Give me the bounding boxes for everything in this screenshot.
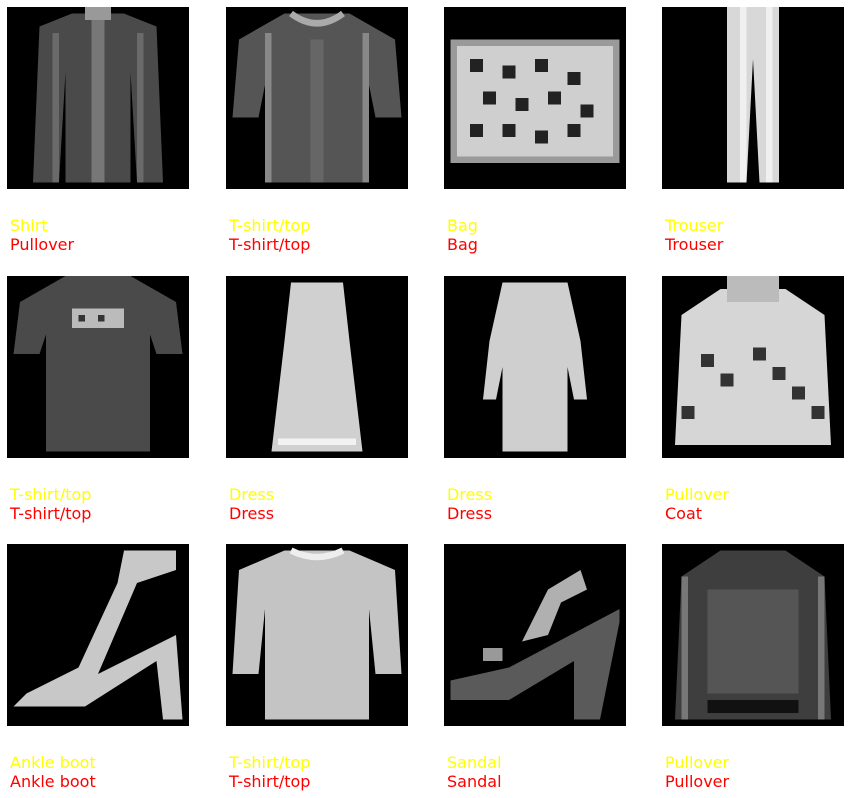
- true-label: Dress: [229, 485, 275, 504]
- predicted-label: Bag: [447, 235, 478, 254]
- true-label: Pullover: [665, 485, 730, 504]
- sample-card: Dress Dress: [226, 276, 408, 523]
- true-label: T-shirt/top: [229, 216, 311, 235]
- pullover-image: [662, 276, 844, 458]
- pullover-image: [662, 544, 844, 726]
- true-label: Bag: [447, 216, 478, 235]
- sample-card: T-shirt/top T-shirt/top: [226, 544, 408, 791]
- tshirt-image: [226, 7, 408, 189]
- sample-card: T-shirt/top T-shirt/top: [7, 276, 189, 523]
- true-label: Dress: [447, 485, 493, 504]
- tshirt-image: [7, 276, 189, 458]
- predicted-label: Dress: [447, 504, 493, 523]
- sample-card: Trouser Trouser: [662, 7, 844, 254]
- dress-image: [226, 276, 408, 458]
- sample-card: Pullover Coat: [662, 276, 844, 523]
- dress-image: [444, 276, 626, 458]
- true-label: T-shirt/top: [229, 753, 311, 772]
- sample-card: Pullover Pullover: [662, 544, 844, 791]
- ankle-boot-image: [7, 544, 189, 726]
- true-label: Trouser: [665, 216, 724, 235]
- predicted-label: Sandal: [447, 772, 502, 791]
- predicted-label: T-shirt/top: [229, 772, 311, 791]
- predicted-label: Pullover: [665, 772, 730, 791]
- true-label: Sandal: [447, 753, 502, 772]
- sample-card: Ankle boot Ankle boot: [7, 544, 189, 791]
- sample-card: Dress Dress: [444, 276, 626, 523]
- shirt-image: [7, 7, 189, 189]
- sample-card: T-shirt/top T-shirt/top: [226, 7, 408, 254]
- predicted-label: Ankle boot: [10, 772, 96, 791]
- true-label: Ankle boot: [10, 753, 96, 772]
- predicted-label: T-shirt/top: [10, 504, 92, 523]
- predicted-label: Pullover: [10, 235, 75, 254]
- predicted-label: Trouser: [665, 235, 724, 254]
- tshirt-image: [226, 544, 408, 726]
- true-label: T-shirt/top: [10, 485, 92, 504]
- sandal-image: [444, 544, 626, 726]
- sample-card: Shirt Pullover: [7, 7, 189, 254]
- true-label: Shirt: [10, 216, 48, 235]
- bag-image: [444, 7, 626, 189]
- predicted-label: Coat: [665, 504, 703, 523]
- true-label: Pullover: [665, 753, 730, 772]
- sample-card: Sandal Sandal: [444, 544, 626, 791]
- predicted-label: T-shirt/top: [229, 235, 311, 254]
- trouser-image: [662, 7, 844, 189]
- predicted-label: Dress: [229, 504, 275, 523]
- sample-card: Bag Bag: [444, 7, 626, 254]
